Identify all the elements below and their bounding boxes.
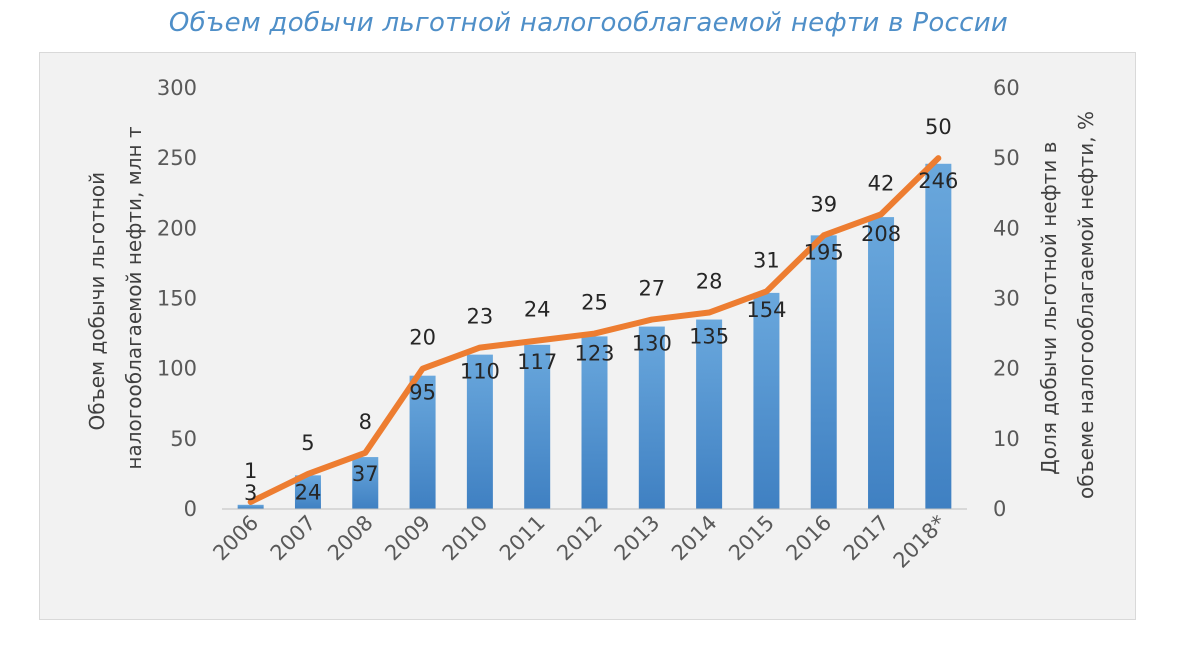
bar-2015 xyxy=(753,292,780,509)
chart-title: Объем добычи льготной налогооблагаемой н… xyxy=(168,8,1009,38)
x-tick-2016: 2016 xyxy=(781,511,836,566)
right-tick-50: 50 xyxy=(993,146,1020,170)
bar-label-2010: 110 xyxy=(460,360,500,384)
left-tick-100: 100 xyxy=(157,357,197,381)
line-label-2007: 5 xyxy=(301,431,314,455)
x-axis-ticks: 2006 2007 2008 2009 2010 2011 2012 2013 2014 2015… xyxy=(208,511,950,573)
bar-label-2018*: 246 xyxy=(918,169,958,193)
line-data-labels: 1 5 8 20 23 24 25 27 28 31 39 42 50 xyxy=(244,115,952,483)
left-tick-0: 0 xyxy=(184,497,197,521)
right-axis-label-line2: объеме налогооблагаемой нефти, % xyxy=(1074,111,1098,499)
left-tick-50: 50 xyxy=(170,427,197,451)
bar-label-2014: 135 xyxy=(689,325,729,349)
bar-label-2015: 154 xyxy=(746,298,786,322)
bar-label-2011: 117 xyxy=(517,350,557,374)
bar-2011 xyxy=(524,344,551,509)
x-tick-2009: 2009 xyxy=(380,511,435,566)
right-tick-30: 30 xyxy=(993,287,1020,311)
bar-label-2007: 24 xyxy=(295,480,322,504)
line-label-2015: 31 xyxy=(753,248,780,272)
right-axis-ticks: 0 10 20 30 40 50 60 xyxy=(993,76,1020,521)
line-label-2016: 39 xyxy=(810,192,837,216)
right-tick-0: 0 xyxy=(993,497,1006,521)
line-label-2009: 20 xyxy=(409,326,436,350)
x-tick-2010: 2010 xyxy=(438,511,493,566)
bar-label-2006: 3 xyxy=(244,481,257,505)
right-tick-20: 20 xyxy=(993,357,1020,381)
right-axis-label: Доля добычи льготной нефти в объеме нало… xyxy=(1037,111,1098,499)
bar-2010 xyxy=(466,354,493,509)
bar-2014 xyxy=(696,319,723,509)
bar-2006 xyxy=(237,504,264,509)
bar-2013 xyxy=(638,326,665,509)
bar-2008 xyxy=(352,457,379,509)
left-axis-label-line1: Объем добычи льготной xyxy=(85,172,109,431)
left-axis-label: Объем добычи льготной налогооблагаемой н… xyxy=(85,126,146,470)
line-label-2006: 1 xyxy=(244,459,257,483)
bar-2012 xyxy=(581,336,608,509)
left-tick-250: 250 xyxy=(157,146,197,170)
bar-2009 xyxy=(409,375,436,509)
x-tick-2015: 2015 xyxy=(724,511,779,566)
x-tick-2018*: 2018* xyxy=(889,511,951,573)
line-label-2010: 23 xyxy=(467,305,494,329)
right-tick-60: 60 xyxy=(993,76,1020,100)
right-tick-10: 10 xyxy=(993,427,1020,451)
bar-2018* xyxy=(925,163,952,509)
left-tick-150: 150 xyxy=(157,287,197,311)
x-tick-2017: 2017 xyxy=(839,511,894,566)
line-label-2018*: 50 xyxy=(925,115,952,139)
bar-label-2016: 195 xyxy=(804,240,844,264)
bar-label-2012: 123 xyxy=(574,341,614,365)
line-label-2013: 27 xyxy=(638,277,665,301)
bar-label-2017: 208 xyxy=(861,222,901,246)
bar-label-2008: 37 xyxy=(352,462,379,486)
line-series xyxy=(247,155,942,505)
x-tick-2007: 2007 xyxy=(266,511,321,566)
bar-label-2009: 95 xyxy=(409,381,436,405)
left-axis-label-line2: налогооблагаемой нефти, млн т xyxy=(122,126,146,470)
x-tick-2008: 2008 xyxy=(323,511,378,566)
right-axis-label-line1: Доля добычи льготной нефти в xyxy=(1037,142,1061,475)
line-label-2011: 24 xyxy=(524,298,551,322)
left-tick-300: 300 xyxy=(157,76,197,100)
left-axis-ticks: 0 50 100 150 200 250 300 xyxy=(157,76,197,521)
line-label-2012: 25 xyxy=(581,291,608,315)
right-tick-40: 40 xyxy=(993,216,1020,240)
x-tick-2013: 2013 xyxy=(610,511,665,566)
bar-series xyxy=(237,163,952,509)
x-tick-2006: 2006 xyxy=(208,511,263,566)
x-tick-2011: 2011 xyxy=(495,511,550,566)
line-label-2014: 28 xyxy=(696,270,723,294)
left-tick-200: 200 xyxy=(157,216,197,240)
bar-label-2013: 130 xyxy=(632,332,672,356)
x-tick-2012: 2012 xyxy=(552,511,607,566)
bar-2017 xyxy=(868,217,895,509)
share-line xyxy=(247,155,942,505)
bar-2016 xyxy=(810,235,837,509)
x-tick-2014: 2014 xyxy=(667,511,722,566)
line-label-2008: 8 xyxy=(359,410,372,434)
line-label-2017: 42 xyxy=(868,171,895,195)
